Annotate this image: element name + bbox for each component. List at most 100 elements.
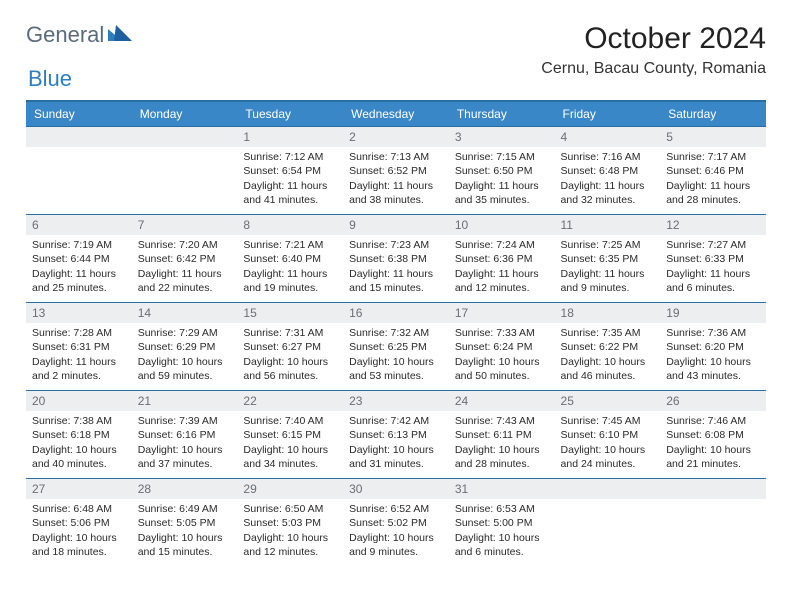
day-header: Friday [555,101,661,127]
day-body: Sunrise: 6:50 AMSunset: 5:03 PMDaylight:… [237,499,343,563]
calendar-week-row: 13Sunrise: 7:28 AMSunset: 6:31 PMDayligh… [26,303,766,391]
day-number: 1 [237,127,343,147]
logo: General [26,22,134,48]
calendar-week-row: 27Sunrise: 6:48 AMSunset: 5:06 PMDayligh… [26,479,766,567]
calendar-day-cell: 27Sunrise: 6:48 AMSunset: 5:06 PMDayligh… [26,479,132,567]
day-number: 6 [26,215,132,235]
day-body: Sunrise: 7:46 AMSunset: 6:08 PMDaylight:… [660,411,766,475]
day-number: 25 [555,391,661,411]
calendar-day-cell: 3Sunrise: 7:15 AMSunset: 6:50 PMDaylight… [449,127,555,215]
day-number: 31 [449,479,555,499]
calendar-week-row: 6Sunrise: 7:19 AMSunset: 6:44 PMDaylight… [26,215,766,303]
day-body: Sunrise: 7:32 AMSunset: 6:25 PMDaylight:… [343,323,449,387]
day-body: Sunrise: 7:45 AMSunset: 6:10 PMDaylight:… [555,411,661,475]
day-number: 30 [343,479,449,499]
logo-text-blue: Blue [28,66,72,91]
calendar-day-cell [132,127,238,215]
day-body: Sunrise: 7:36 AMSunset: 6:20 PMDaylight:… [660,323,766,387]
day-body: Sunrise: 7:24 AMSunset: 6:36 PMDaylight:… [449,235,555,299]
calendar-day-cell: 11Sunrise: 7:25 AMSunset: 6:35 PMDayligh… [555,215,661,303]
calendar-day-cell: 7Sunrise: 7:20 AMSunset: 6:42 PMDaylight… [132,215,238,303]
calendar-table: Sunday Monday Tuesday Wednesday Thursday… [26,100,766,567]
day-number: 11 [555,215,661,235]
day-number: 28 [132,479,238,499]
day-body: Sunrise: 7:38 AMSunset: 6:18 PMDaylight:… [26,411,132,475]
day-body: Sunrise: 7:21 AMSunset: 6:40 PMDaylight:… [237,235,343,299]
month-title: October 2024 [541,22,766,56]
day-number: 23 [343,391,449,411]
day-number: 2 [343,127,449,147]
calendar-day-cell [26,127,132,215]
calendar-day-cell: 28Sunrise: 6:49 AMSunset: 5:05 PMDayligh… [132,479,238,567]
day-body: Sunrise: 7:33 AMSunset: 6:24 PMDaylight:… [449,323,555,387]
day-number: 19 [660,303,766,323]
calendar-day-cell: 15Sunrise: 7:31 AMSunset: 6:27 PMDayligh… [237,303,343,391]
day-body: Sunrise: 7:40 AMSunset: 6:15 PMDaylight:… [237,411,343,475]
day-body: Sunrise: 6:49 AMSunset: 5:05 PMDaylight:… [132,499,238,563]
day-header: Monday [132,101,238,127]
day-number: 20 [26,391,132,411]
day-body: Sunrise: 7:16 AMSunset: 6:48 PMDaylight:… [555,147,661,211]
day-body: Sunrise: 6:48 AMSunset: 5:06 PMDaylight:… [26,499,132,563]
calendar-day-cell: 24Sunrise: 7:43 AMSunset: 6:11 PMDayligh… [449,391,555,479]
calendar-day-cell: 14Sunrise: 7:29 AMSunset: 6:29 PMDayligh… [132,303,238,391]
day-number: 10 [449,215,555,235]
calendar-day-cell [555,479,661,567]
calendar-day-cell: 6Sunrise: 7:19 AMSunset: 6:44 PMDaylight… [26,215,132,303]
calendar-day-cell: 19Sunrise: 7:36 AMSunset: 6:20 PMDayligh… [660,303,766,391]
calendar-day-cell: 12Sunrise: 7:27 AMSunset: 6:33 PMDayligh… [660,215,766,303]
location-text: Cernu, Bacau County, Romania [541,60,766,78]
day-body: Sunrise: 7:27 AMSunset: 6:33 PMDaylight:… [660,235,766,299]
day-body: Sunrise: 7:39 AMSunset: 6:16 PMDaylight:… [132,411,238,475]
calendar-day-cell: 10Sunrise: 7:24 AMSunset: 6:36 PMDayligh… [449,215,555,303]
day-body: Sunrise: 7:29 AMSunset: 6:29 PMDaylight:… [132,323,238,387]
day-number: 12 [660,215,766,235]
calendar-day-cell: 4Sunrise: 7:16 AMSunset: 6:48 PMDaylight… [555,127,661,215]
day-number: 24 [449,391,555,411]
calendar-day-cell: 26Sunrise: 7:46 AMSunset: 6:08 PMDayligh… [660,391,766,479]
calendar-day-cell: 5Sunrise: 7:17 AMSunset: 6:46 PMDaylight… [660,127,766,215]
calendar-day-cell [660,479,766,567]
day-header: Wednesday [343,101,449,127]
day-body: Sunrise: 6:52 AMSunset: 5:02 PMDaylight:… [343,499,449,563]
day-number: 27 [26,479,132,499]
day-number: 4 [555,127,661,147]
logo-text-general: General [26,22,104,48]
day-number: 3 [449,127,555,147]
day-body: Sunrise: 7:15 AMSunset: 6:50 PMDaylight:… [449,147,555,211]
day-body: Sunrise: 7:12 AMSunset: 6:54 PMDaylight:… [237,147,343,211]
day-number: 17 [449,303,555,323]
title-block: October 2024 Cernu, Bacau County, Romani… [541,22,766,78]
day-number: 29 [237,479,343,499]
day-header-row: Sunday Monday Tuesday Wednesday Thursday… [26,101,766,127]
calendar-day-cell: 25Sunrise: 7:45 AMSunset: 6:10 PMDayligh… [555,391,661,479]
day-body: Sunrise: 6:53 AMSunset: 5:00 PMDaylight:… [449,499,555,563]
day-body: Sunrise: 7:35 AMSunset: 6:22 PMDaylight:… [555,323,661,387]
calendar-day-cell: 2Sunrise: 7:13 AMSunset: 6:52 PMDaylight… [343,127,449,215]
day-number: 18 [555,303,661,323]
day-number: 5 [660,127,766,147]
day-body: Sunrise: 7:43 AMSunset: 6:11 PMDaylight:… [449,411,555,475]
calendar-week-row: 1Sunrise: 7:12 AMSunset: 6:54 PMDaylight… [26,127,766,215]
calendar-day-cell: 13Sunrise: 7:28 AMSunset: 6:31 PMDayligh… [26,303,132,391]
calendar-day-cell: 23Sunrise: 7:42 AMSunset: 6:13 PMDayligh… [343,391,449,479]
calendar-day-cell: 31Sunrise: 6:53 AMSunset: 5:00 PMDayligh… [449,479,555,567]
day-number: 8 [237,215,343,235]
day-number: 9 [343,215,449,235]
day-number: 16 [343,303,449,323]
day-body: Sunrise: 7:17 AMSunset: 6:46 PMDaylight:… [660,147,766,211]
calendar-week-row: 20Sunrise: 7:38 AMSunset: 6:18 PMDayligh… [26,391,766,479]
calendar-day-cell: 30Sunrise: 6:52 AMSunset: 5:02 PMDayligh… [343,479,449,567]
day-header: Thursday [449,101,555,127]
day-body: Sunrise: 7:19 AMSunset: 6:44 PMDaylight:… [26,235,132,299]
day-body: Sunrise: 7:31 AMSunset: 6:27 PMDaylight:… [237,323,343,387]
calendar-day-cell: 21Sunrise: 7:39 AMSunset: 6:16 PMDayligh… [132,391,238,479]
day-header: Tuesday [237,101,343,127]
day-body: Sunrise: 7:42 AMSunset: 6:13 PMDaylight:… [343,411,449,475]
day-number: 15 [237,303,343,323]
day-body: Sunrise: 7:23 AMSunset: 6:38 PMDaylight:… [343,235,449,299]
day-header: Saturday [660,101,766,127]
day-number: 13 [26,303,132,323]
calendar-day-cell: 8Sunrise: 7:21 AMSunset: 6:40 PMDaylight… [237,215,343,303]
calendar-day-cell: 1Sunrise: 7:12 AMSunset: 6:54 PMDaylight… [237,127,343,215]
